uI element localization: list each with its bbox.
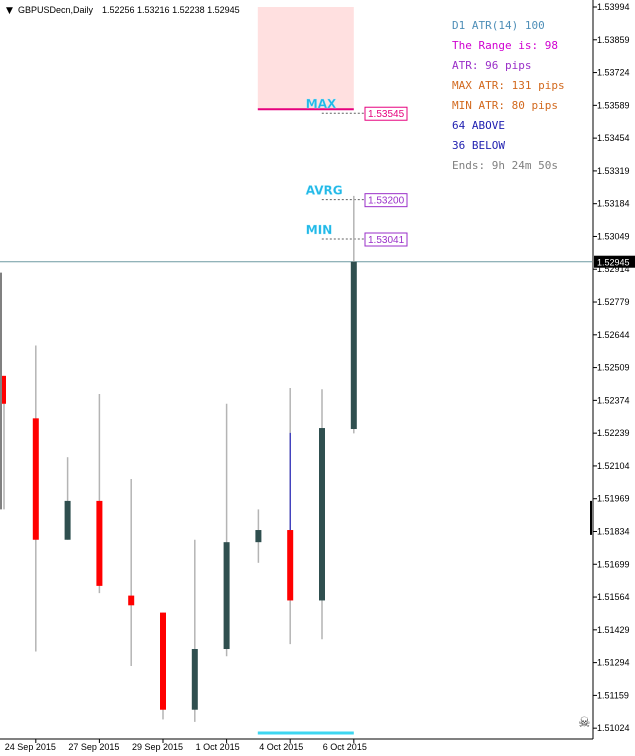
chart-header: ▼ GBPUSDecn,Daily 1.52256 1.53216 1.5223…: [6, 5, 240, 16]
price-tick-label: 1.53724: [597, 68, 630, 78]
price-tick-label: 1.53859: [597, 35, 630, 45]
info-line: 64 ABOVE: [452, 119, 505, 132]
time-tick-label: 29 Sep 2015: [132, 742, 183, 752]
candlestick-series: [0, 195, 592, 722]
level-price-box: [364, 232, 408, 247]
price-tick-label: 1.53994: [597, 2, 630, 12]
daily-range-box: [257, 7, 354, 735]
level-price-box: [364, 193, 408, 208]
price-tick-label: 1.53049: [597, 231, 630, 241]
time-tick-label: 4 Oct 2015: [259, 742, 303, 752]
atr-level-lines: MAX 1.53545 AVRG 1.53200 MIN 1.53041: [0, 97, 592, 263]
candle-body: [2, 375, 6, 404]
info-line: The Range is: 98: [452, 39, 558, 52]
info-line: MAX ATR: 131 pips: [452, 79, 565, 92]
current-price-label: 1.52945: [597, 258, 630, 268]
price-tick-label: 1.52644: [597, 330, 630, 340]
price-tick-label: 1.52374: [597, 395, 630, 405]
price-tick-label: 1.53319: [597, 166, 630, 176]
time-tick-label: 24 Sep 2015: [5, 742, 56, 752]
candle-body: [223, 542, 230, 650]
price-tick-label: 1.53454: [597, 133, 630, 143]
time-axis: 24 Sep 2015 27 Sep 2015 29 Sep 2015 1 Oct 2…: [0, 738, 593, 752]
price-axis: 1.53994 1.53859 1.53724 1.53589 1.53454 1.533…: [592, 0, 635, 739]
price-tick-label: 1.53589: [597, 100, 630, 110]
range-box-fill: [257, 7, 354, 110]
candle-body: [96, 500, 103, 586]
time-tick-label: 27 Sep 2015: [68, 742, 119, 752]
candle-body: [160, 612, 166, 710]
info-line: D1 ATR(14) 100: [452, 19, 545, 32]
level-price-box: [364, 106, 408, 121]
candle-body: [319, 428, 325, 601]
info-line: ATR: 96 pips: [452, 59, 531, 72]
candle-body: [191, 649, 198, 710]
candle-body: [128, 595, 135, 606]
info-line: 36 BELOW: [452, 139, 505, 152]
price-tick-label: 1.51969: [597, 494, 630, 504]
info-line: MIN ATR: 80 pips: [452, 99, 558, 112]
chart-menu-arrow-icon[interactable]: ▼: [6, 6, 13, 16]
level-price-label: 1.53200: [368, 196, 405, 207]
level-name-max: MAX: [306, 97, 337, 111]
candle-body: [64, 500, 71, 540]
price-tick-label: 1.51834: [597, 526, 630, 536]
candle-body: [350, 261, 357, 430]
price-tick-label: 1.51429: [597, 625, 630, 635]
skull-icon: ☠: [578, 715, 591, 731]
current-price-marker: [594, 255, 635, 268]
price-tick-label: 1.52779: [597, 297, 630, 307]
price-tick-label: 1.52239: [597, 428, 630, 438]
chart-area[interactable]: [0, 0, 592, 739]
candle-body: [32, 418, 39, 540]
price-tick-label: 1.51024: [597, 723, 630, 733]
time-tick-label: 6 Oct 2015: [323, 742, 367, 752]
level-price-label: 1.53041: [368, 235, 405, 246]
atr-info-panel: D1 ATR(14) 100 The Range is: 98 ATR: 96 pi…: [452, 19, 565, 172]
price-tick-label: 1.52104: [597, 461, 630, 471]
chart-ohlc: 1.52256 1.53216 1.52238 1.52945: [102, 5, 240, 15]
level-price-label: 1.53545: [368, 109, 405, 120]
price-tick-label: 1.51564: [597, 592, 630, 602]
price-tick-label: 1.52914: [597, 264, 630, 274]
level-name-avrg: AVRG: [306, 184, 343, 198]
time-tick-label: 1 Oct 2015: [196, 742, 240, 752]
chart-symbol: GBPUSDecn,Daily: [18, 5, 94, 15]
price-tick-label: 1.51159: [597, 690, 629, 700]
candle-body: [255, 530, 262, 543]
price-tick-label: 1.51294: [597, 658, 630, 668]
info-line: Ends: 9h 24m 50s: [452, 159, 558, 172]
candle-body: [287, 530, 294, 601]
price-tick-label: 1.53184: [597, 199, 630, 209]
price-tick-label: 1.51699: [597, 559, 630, 569]
price-tick-label: 1.52509: [597, 363, 630, 373]
level-name-min: MIN: [306, 223, 332, 237]
